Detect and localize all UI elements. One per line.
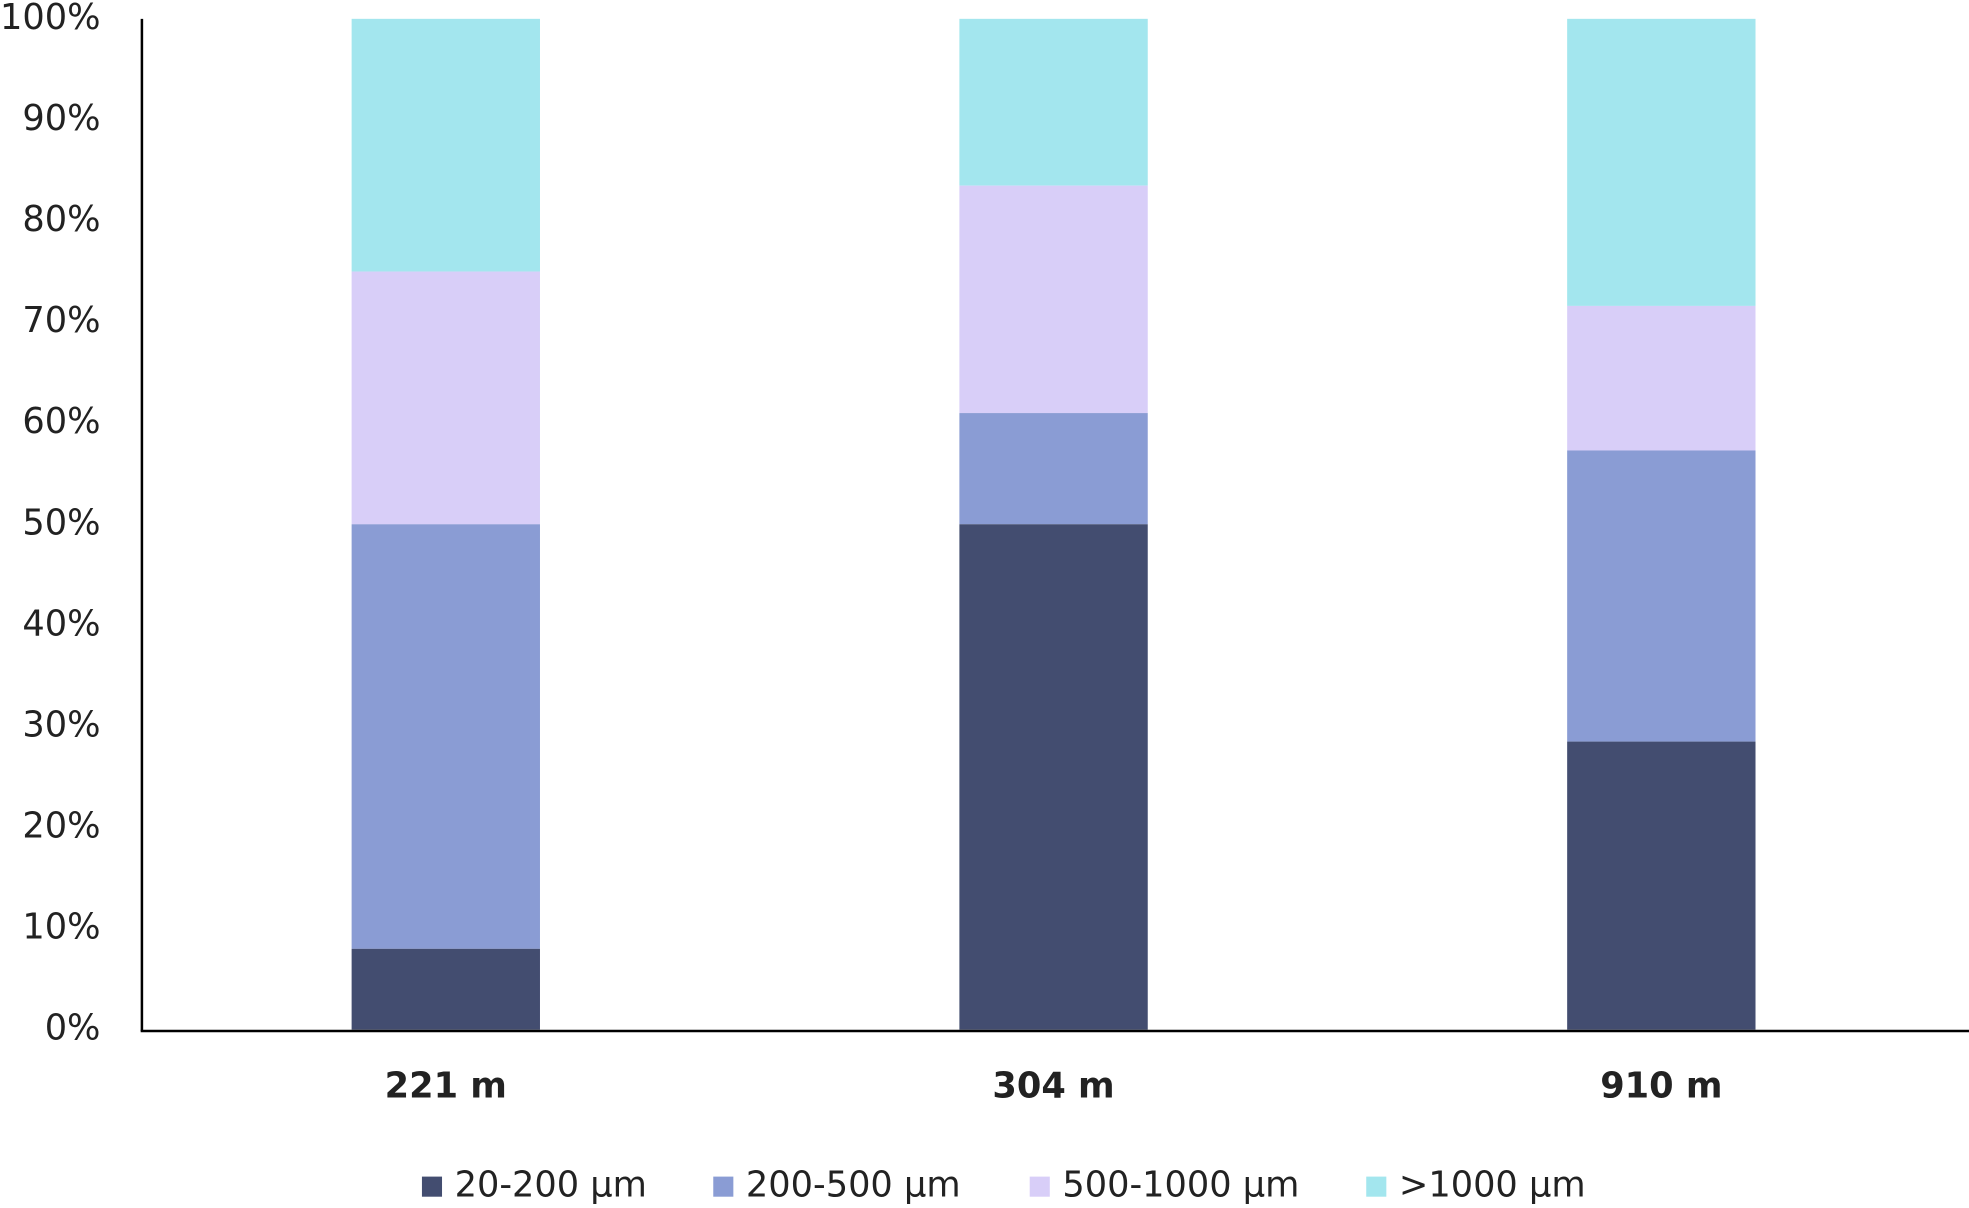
- y-tick-label: 30%: [22, 704, 100, 745]
- legend-swatch: [421, 1176, 443, 1197]
- x-tick-label: 221 m: [385, 1065, 507, 1106]
- bar-segment: [959, 18, 1148, 186]
- y-tick-label: 10%: [22, 907, 100, 948]
- bar-segment: [959, 524, 1148, 1030]
- bar-segment: [959, 413, 1148, 525]
- bar-segment: [1567, 18, 1756, 306]
- bar-segment: [1567, 450, 1756, 742]
- bar-segment: [1567, 305, 1756, 451]
- y-tick-label: 60%: [22, 401, 100, 442]
- bar-segment: [351, 948, 540, 1030]
- bar-segment: [1567, 741, 1756, 1030]
- legend-label: 200-500 µm: [746, 1165, 961, 1206]
- y-tick-label: 20%: [22, 806, 100, 847]
- x-tick-label: 910 m: [1600, 1065, 1722, 1106]
- y-tick-label: 80%: [22, 199, 100, 240]
- y-tick-label: 50%: [22, 502, 100, 543]
- bar-segment: [351, 271, 540, 525]
- legend-label: 500-1000 µm: [1062, 1165, 1299, 1206]
- y-tick-label: 0%: [45, 1008, 101, 1049]
- y-tick-label: 100%: [0, 0, 100, 38]
- y-tick-label: 90%: [22, 98, 100, 139]
- x-tick-label: 304 m: [992, 1065, 1114, 1106]
- legend-swatch: [1366, 1176, 1387, 1197]
- legend-label: 20-200 µm: [455, 1165, 647, 1206]
- bar-segment: [351, 524, 540, 949]
- y-tick-label: 70%: [22, 300, 100, 341]
- y-tick-label: 40%: [22, 603, 100, 644]
- legend-label: >1000 µm: [1399, 1165, 1586, 1206]
- bar-segment: [959, 185, 1148, 414]
- bar-segment: [351, 18, 540, 272]
- legend-swatch: [1029, 1176, 1050, 1197]
- legend-swatch: [713, 1176, 734, 1197]
